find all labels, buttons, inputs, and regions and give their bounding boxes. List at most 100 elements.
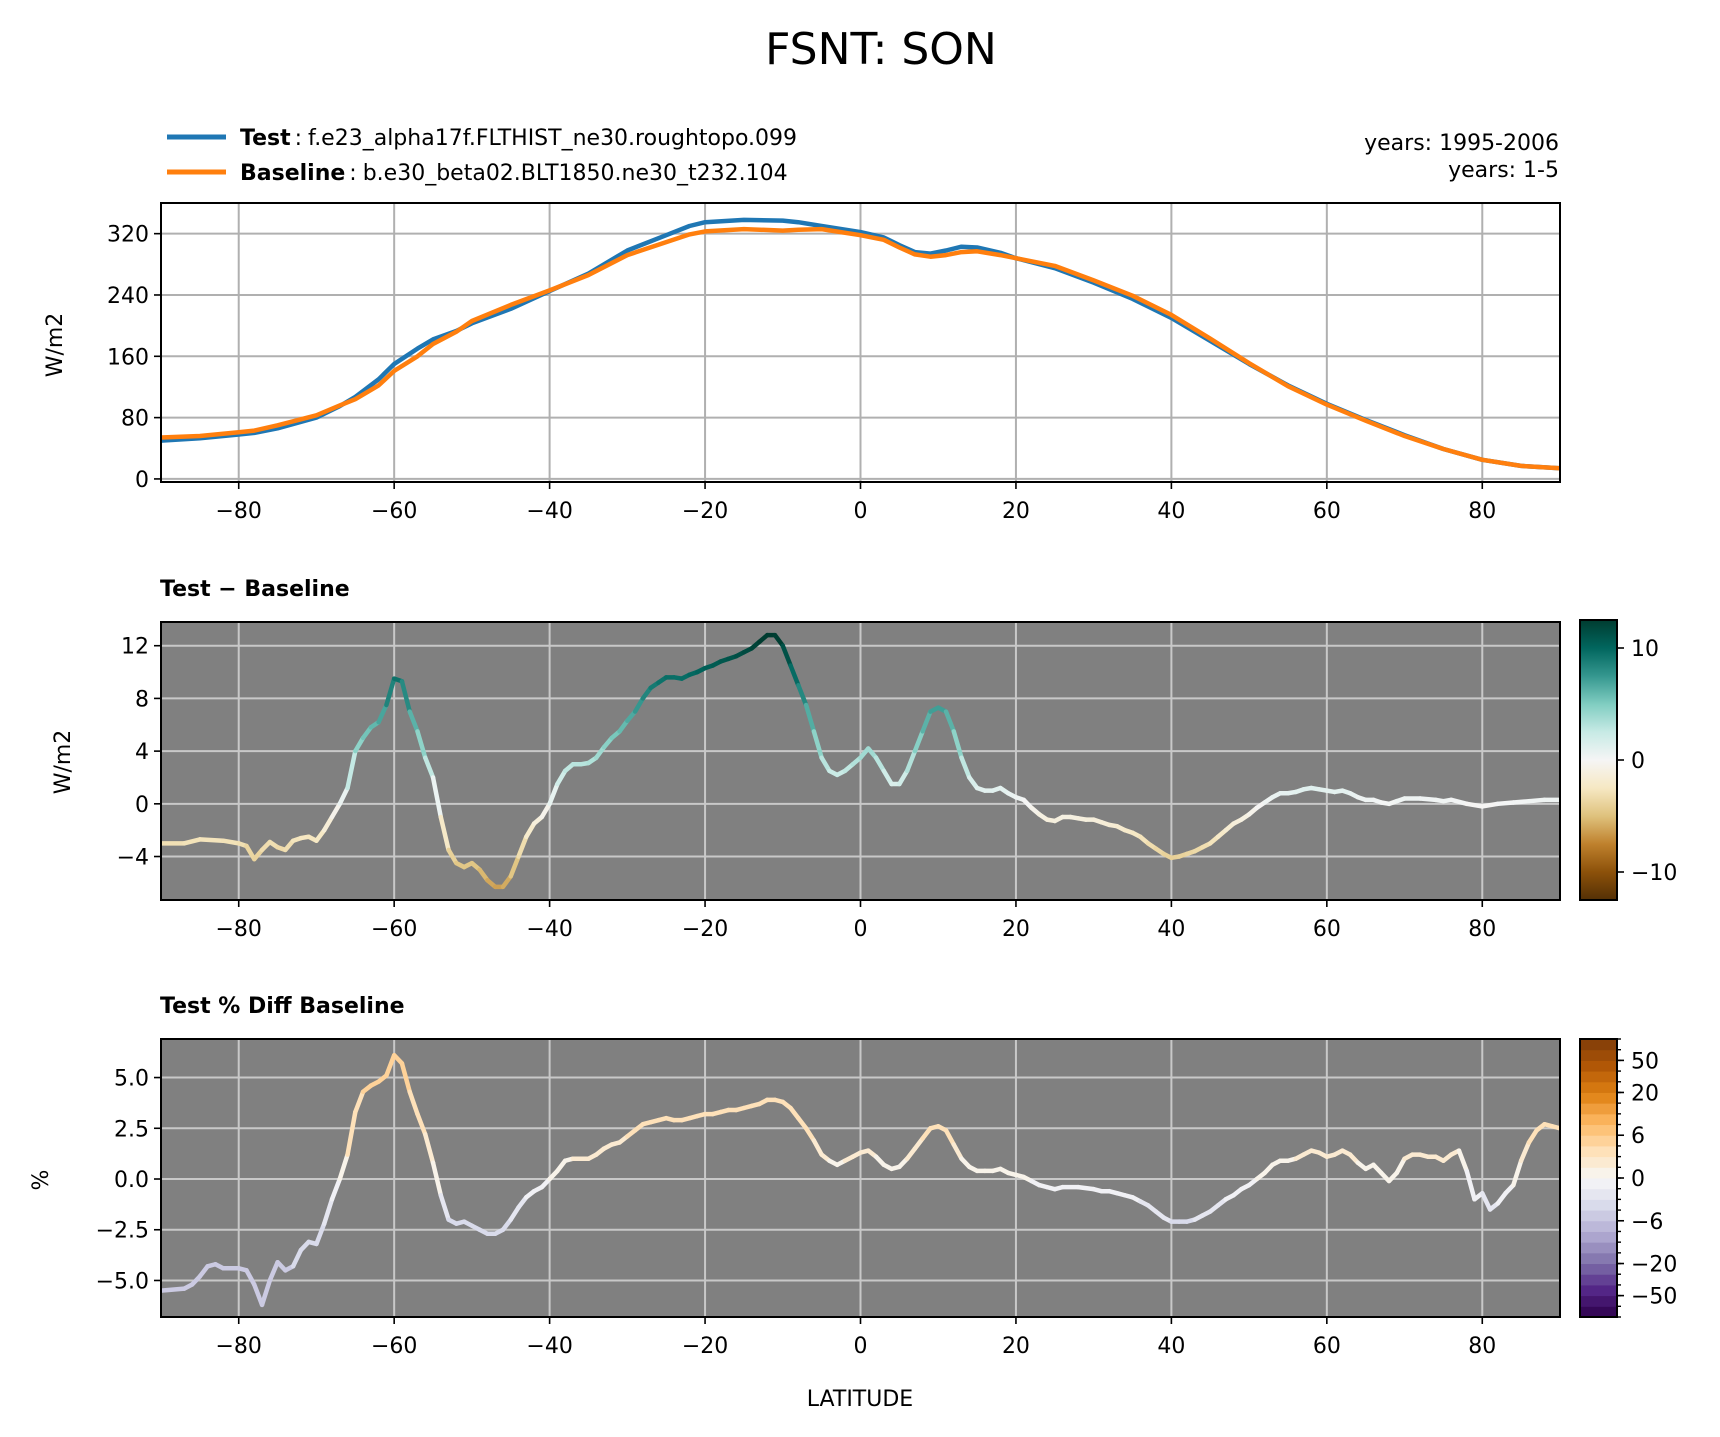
x-tick-label: 60 (1313, 499, 1341, 524)
y-tick-label: 0 (135, 793, 149, 818)
line-segment (943, 709, 957, 734)
colorbar-bin (1580, 1274, 1617, 1286)
line-segment (321, 1197, 335, 1226)
line-segment (161, 1286, 187, 1293)
colorbar-bin (1580, 1113, 1617, 1126)
x-tick-label: 80 (1468, 1334, 1496, 1359)
line-segment (1417, 796, 1438, 803)
x-tick-label: −60 (371, 499, 417, 524)
y-tick-label: −5.0 (96, 1269, 149, 1294)
colorbar-tick-label: −50 (1631, 1285, 1677, 1310)
line-segment (407, 709, 420, 734)
line-segment (415, 1111, 428, 1137)
colorbar-bin (1580, 1167, 1617, 1179)
line-segment (819, 755, 832, 774)
axes-frame (160, 202, 1561, 483)
line-segment (539, 801, 552, 820)
colorbar-bin (1580, 1049, 1617, 1061)
y-tick-label: 0 (135, 468, 149, 493)
line-segment (1526, 797, 1547, 804)
colorbar-tick-label: 20 (1631, 1081, 1659, 1106)
x-tick-label: 40 (1157, 917, 1185, 942)
line-segment (407, 1089, 420, 1117)
legend: Test: f.e23_alpha17f.FLTHIST_ne30.roughto… (167, 126, 797, 186)
colorbar-bin (1580, 1092, 1617, 1104)
line-segment (399, 1061, 412, 1095)
x-tick-label: −40 (526, 917, 572, 942)
y-tick-label: 0.0 (114, 1168, 149, 1193)
colorbar-bin (1580, 1124, 1617, 1136)
x-tick-label: 20 (1002, 917, 1030, 942)
panel3-title: Test % Diff Baseline (160, 994, 405, 1019)
line-segment (508, 854, 521, 879)
line-segment (384, 1052, 397, 1078)
legend-case-test: f.e23_alpha17f.FLTHIST_ne30.roughtopo.09… (308, 126, 797, 151)
colorbar-gradient (1580, 620, 1617, 900)
colorbar-tick-label: 10 (1631, 637, 1659, 662)
line-segment (1480, 1190, 1493, 1212)
line-segment (1511, 798, 1532, 805)
legend-label-test: Test (240, 126, 291, 151)
line-segment (423, 755, 436, 780)
colorbar-bin (1580, 1135, 1617, 1147)
line-segment (337, 785, 350, 807)
line-segment (803, 702, 817, 734)
colorbar: −50 −20 −6 0 6 20 50 (1579, 1038, 1677, 1318)
svg-text:Test:f.e23_alpha17f.FLTHIST_ne: Test: f.e23_alpha17f.FLTHIST_ne30.roughto… (240, 126, 797, 151)
colorbar-bin (1580, 1242, 1617, 1254)
line-segment (1495, 800, 1516, 807)
colorbar-tick-label: 0 (1631, 1167, 1645, 1192)
x-tick-label: 0 (854, 917, 868, 942)
line-segment (252, 1282, 265, 1308)
line-segment (430, 775, 444, 820)
x-tick-label: 0 (854, 499, 868, 524)
line-segment (399, 679, 412, 714)
x-tick-label: 0 (854, 1334, 868, 1359)
line-segment (811, 729, 824, 760)
x-tick-label: −80 (216, 917, 262, 942)
line-segment (796, 682, 809, 708)
colorbar-bin (1580, 1220, 1617, 1232)
colorbar-frame (1579, 1038, 1618, 1318)
grid (161, 622, 1560, 900)
colorbar-bin (1580, 1295, 1617, 1307)
x-tick-label: 20 (1002, 1334, 1030, 1359)
colorbar-tick-label: 0 (1631, 749, 1645, 774)
line-segment (943, 1128, 957, 1147)
x-tick-label: −80 (216, 499, 262, 524)
line-segment (337, 1152, 350, 1182)
colorbar-bin (1580, 1252, 1617, 1265)
y-tick-label: 160 (107, 345, 149, 370)
line-segment (197, 837, 226, 843)
line-segment (1075, 1184, 1096, 1192)
line-segment (267, 1259, 280, 1283)
line-segment (780, 643, 793, 668)
line-segment (1480, 801, 1501, 809)
line-segment (1464, 1168, 1477, 1202)
y-tick-label: 8 (135, 687, 149, 712)
colorbar-bin (1580, 1284, 1617, 1297)
line-segment (516, 834, 529, 859)
line-segment (951, 1142, 964, 1161)
line-segment (244, 843, 257, 862)
x-tick-label: −60 (371, 917, 417, 942)
colorbar-bin (1580, 1081, 1617, 1093)
colorbar-bin (1580, 1071, 1617, 1083)
line-segment (353, 735, 366, 754)
axes-frame (160, 1038, 1561, 1318)
colorbar-bin (1580, 1060, 1617, 1072)
line-segment (951, 729, 964, 760)
y-tick-label: −4 (117, 846, 149, 871)
line-segment (438, 814, 451, 853)
legend-case-baseline: b.e30_beta02.BLT1850.ne30_t232.104 (363, 161, 788, 186)
line-segment (321, 814, 335, 833)
x-tick-label: 80 (1468, 499, 1496, 524)
line-segment (376, 702, 389, 725)
colorbar-bin (1580, 1210, 1617, 1222)
line-segment (811, 1138, 824, 1157)
colorbar-bin (1580, 1263, 1617, 1275)
y-tick-label: 5.0 (114, 1067, 149, 1092)
x-axis-label: LATITUDE (807, 1387, 913, 1412)
line-segment (259, 1278, 273, 1308)
